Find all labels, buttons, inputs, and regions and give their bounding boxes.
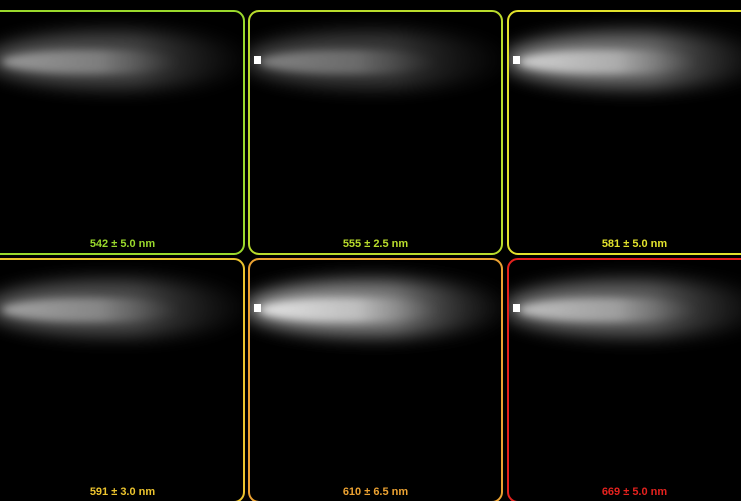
nozzle (254, 304, 261, 312)
page: 542 ± 5.0 nm 555 ± 2.5 nm 581 ± 5.0 nm 591 … (0, 0, 741, 501)
plume-core (260, 50, 440, 74)
plume-core (2, 50, 182, 74)
wavelength-label: 542 ± 5.0 nm (90, 238, 156, 250)
image-grid: 542 ± 5.0 nm 555 ± 2.5 nm 581 ± 5.0 nm 591 … (0, 0, 741, 501)
plume-core (2, 298, 182, 322)
plume-core (519, 50, 699, 74)
nozzle (513, 304, 520, 312)
wavelength-label: 610 ± 6.5 nm (343, 486, 409, 498)
panel (504, 258, 741, 501)
panel (245, 10, 515, 255)
nozzle (513, 56, 520, 64)
panel (245, 258, 515, 501)
panel (504, 10, 741, 255)
wavelength-label: 591 ± 3.0 nm (90, 486, 156, 498)
plume-core (260, 298, 440, 322)
panel (0, 10, 257, 255)
plume-core (519, 298, 699, 322)
nozzle (254, 56, 261, 64)
wavelength-label: 581 ± 5.0 nm (602, 238, 668, 250)
panel (0, 258, 257, 501)
wavelength-label: 555 ± 2.5 nm (343, 238, 409, 250)
wavelength-label: 669 ± 5.0 nm (602, 486, 668, 498)
